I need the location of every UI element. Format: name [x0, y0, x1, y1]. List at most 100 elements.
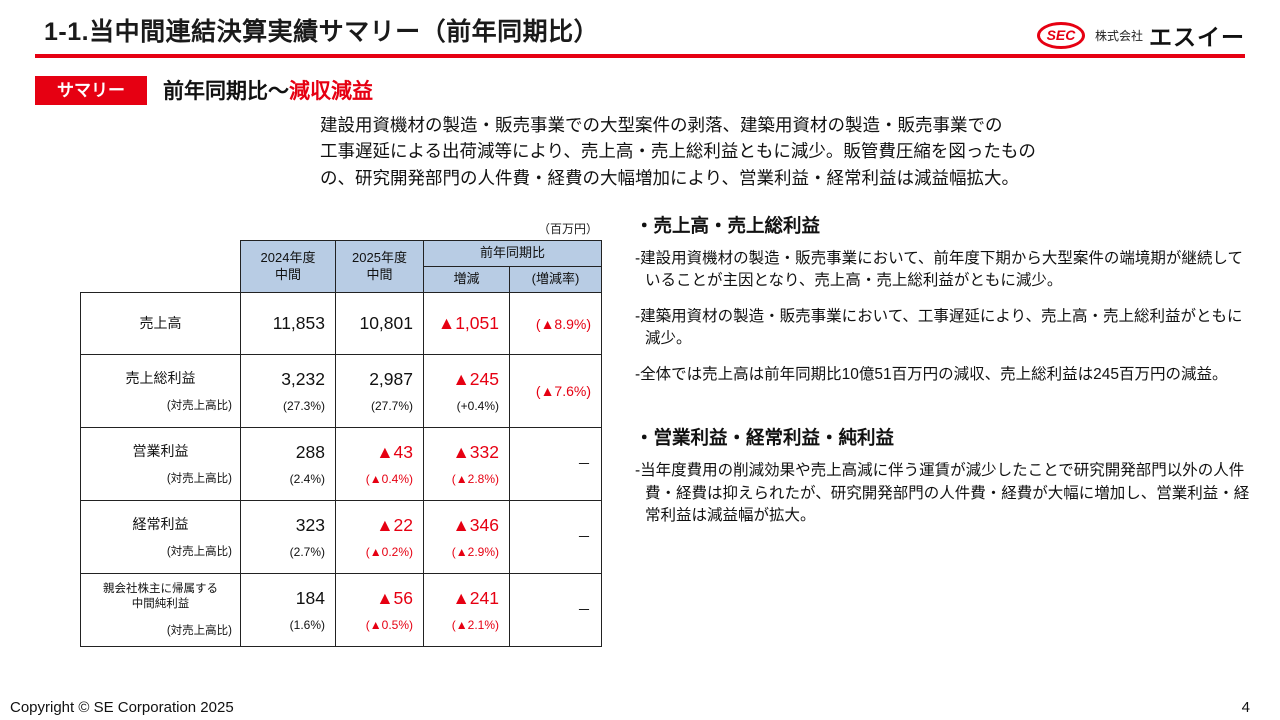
- section2-bullet-1: -当年度費用の削減効果や売上高減に伴う運賃が減少したことで研究開発部門以外の人件…: [635, 462, 1250, 525]
- table-header: 2024年度 中間 2025年度 中間 前年同期比 増減 (増減率): [81, 240, 602, 293]
- cell-change: ▲241 (▲2.1%): [423, 573, 510, 647]
- sub-value: (1.6%): [289, 618, 325, 632]
- header-rate: (増減率): [509, 266, 602, 293]
- cell-label: 売上高: [80, 292, 241, 355]
- section1-bullet-3: -全体では売上高は前年同期比10億51百万円の減収、売上総利益は245百万円の減…: [635, 365, 1228, 383]
- cell-label: 営業利益 (対売上高比): [80, 427, 241, 501]
- summary-heading: 前年同期比～減収減益: [163, 75, 373, 105]
- value: ▲245: [452, 369, 499, 389]
- header-change: 増減: [423, 266, 510, 293]
- cell-fy2025: ▲43 (▲0.4%): [335, 427, 424, 501]
- value: ▲332: [452, 442, 499, 462]
- value: 11,853: [272, 313, 325, 333]
- cell-fy2025: 10,801: [335, 292, 424, 355]
- value: ▲56: [376, 588, 413, 608]
- value: 184: [295, 588, 325, 608]
- section1-bullet-2: -建築用資材の製造・販売事業において、工事遅延により、売上高・売上総利益がともに…: [635, 307, 1243, 348]
- cell-change: ▲1,051: [423, 292, 510, 355]
- header-fy2025: 2025年度 中間: [335, 240, 424, 293]
- cell-label: 売上総利益 (対売上高比): [80, 354, 241, 428]
- section1-bullet-1: -建設用資機材の製造・販売事業において、前年度下期から大型案件の端境期が継続して…: [635, 250, 1243, 290]
- summary-heading-black: 前年同期比～: [163, 80, 289, 103]
- cell-rate: (▲7.6%): [509, 354, 602, 428]
- page-title: 1-1.当中間連結決算実績サマリー（前年同期比）: [44, 18, 600, 46]
- row-label: 売上高: [139, 315, 182, 332]
- summary-badge: サマリー: [35, 76, 147, 105]
- value: －: [577, 456, 591, 472]
- value: 288: [295, 442, 325, 462]
- value: ▲1,051: [437, 313, 499, 333]
- cell-fy2025: 2,987 (27.7%): [335, 354, 424, 428]
- cell-fy2024: 288 (2.4%): [240, 427, 336, 501]
- sec-logo-icon: SEC: [1036, 21, 1085, 49]
- row-label: 売上総利益: [125, 369, 196, 386]
- cell-fy2024: 184 (1.6%): [240, 573, 336, 647]
- header-blank-cell: [81, 241, 241, 293]
- section1-heading: ・売上高・売上総利益: [635, 215, 821, 236]
- summary-body-line-2: 工事遅延による出荷減等により、売上高・売上総利益ともに減少。販管費圧縮を図ったも…: [320, 141, 1036, 162]
- row-sublabel: (対売上高比): [166, 624, 232, 637]
- cell-rate: －: [509, 427, 602, 501]
- value: －: [577, 602, 591, 618]
- sub-value: (▲2.8%): [451, 472, 499, 486]
- value: －: [577, 529, 591, 545]
- cell-change: ▲245 (+0.4%): [423, 354, 510, 428]
- table-row-operating-income: 営業利益 (対売上高比) 288 (2.4%) ▲43 (▲0.4%) ▲332 (▲…: [80, 427, 602, 501]
- financial-table: 2024年度 中間 2025年度 中間 前年同期比 増減 (増減率) 売上高 1…: [80, 240, 602, 647]
- sub-value: (27.7%): [370, 399, 413, 413]
- sub-value: (▲2.1%): [451, 618, 499, 632]
- cell-change: ▲332 (▲2.8%): [423, 427, 510, 501]
- table-row-gross-profit: 売上総利益 (対売上高比) 3,232 (27.3%) 2,987 (27.7%) …: [80, 354, 602, 428]
- value: ▲43: [376, 442, 413, 462]
- value: 10,801: [359, 313, 413, 333]
- sub-value: (▲0.2%): [365, 545, 413, 559]
- cell-fy2025: ▲22 (▲0.2%): [335, 500, 424, 574]
- details-panel: ・売上高・売上総利益 -建設用資機材の製造・販売事業において、前年度下期から大型…: [635, 212, 1257, 541]
- header-yoy: 前年同期比: [423, 240, 602, 267]
- value: ▲241: [452, 588, 499, 608]
- value: 3,232: [281, 369, 325, 389]
- cell-rate: (▲8.9%): [509, 292, 602, 355]
- value: ▲22: [376, 515, 413, 535]
- summary-body-line-1: 建設用資機材の製造・販売事業での大型案件の剥落、建築用資材の製造・販売事業での: [320, 115, 1003, 135]
- cell-change: ▲346 (▲2.9%): [423, 500, 510, 574]
- sub-value: (▲0.5%): [365, 618, 413, 632]
- sub-value: (2.7%): [289, 545, 325, 559]
- sub-value: (2.4%): [289, 472, 325, 486]
- value: 2,987: [369, 369, 413, 389]
- value: 323: [295, 515, 325, 535]
- sub-value: (▲0.4%): [365, 472, 413, 486]
- table-row-net-income: 親会社株主に帰属する 中間純利益 (対売上高比) 184 (1.6%) ▲56 (▲…: [80, 573, 602, 647]
- cell-rate: －: [509, 500, 602, 574]
- table-row-ordinary-income: 経常利益 (対売上高比) 323 (2.7%) ▲22 (▲0.2%) ▲346 (▲…: [80, 500, 602, 574]
- value: (▲8.9%): [535, 315, 591, 332]
- table-row-sales: 売上高 11,853 10,801 ▲1,051 (▲8.9%): [80, 292, 602, 355]
- cell-fy2024: 11,853: [240, 292, 336, 355]
- row-sublabel: (対売上高比): [166, 546, 232, 559]
- cell-fy2024: 3,232 (27.3%): [240, 354, 336, 428]
- row-label: 経常利益: [132, 515, 189, 532]
- summary-body: 建設用資機材の製造・販売事業での大型案件の剥落、建築用資材の製造・販売事業での …: [320, 112, 1036, 191]
- sub-value: (27.3%): [282, 399, 325, 413]
- row-sublabel: (対売上高比): [166, 400, 232, 413]
- value: ▲346: [452, 515, 499, 535]
- copyright: Copyright © SE Corporation 2025: [10, 699, 234, 716]
- sub-value: (+0.4%): [456, 399, 499, 413]
- sub-value: (▲2.9%): [451, 545, 499, 559]
- cell-label: 親会社株主に帰属する 中間純利益 (対売上高比): [80, 573, 241, 647]
- company-logo: SEC 株式会社 エスイー: [1036, 18, 1245, 52]
- row-sublabel: (対売上高比): [166, 473, 232, 486]
- header-fy2024: 2024年度 中間: [240, 240, 336, 293]
- cell-fy2025: ▲56 (▲0.5%): [335, 573, 424, 647]
- row-label: 営業利益: [132, 442, 189, 459]
- section2-heading: ・営業利益・経常利益・純利益: [635, 427, 895, 449]
- summary-heading-red: 減収減益: [289, 80, 373, 103]
- company-name: エスイー: [1149, 24, 1245, 50]
- unit-label: （百万円）: [537, 222, 598, 236]
- title-underline: [35, 54, 1245, 58]
- summary-body-line-3: の、研究開発部門の人件費・経費の大幅増加により、営業利益・経常利益は減益幅拡大。: [320, 167, 1019, 188]
- company-prefix: 株式会社: [1094, 28, 1143, 43]
- value: (▲7.6%): [535, 383, 591, 399]
- cell-fy2024: 323 (2.7%): [240, 500, 336, 574]
